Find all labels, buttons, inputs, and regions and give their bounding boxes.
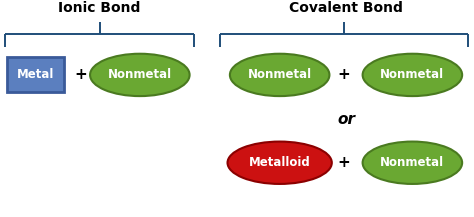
FancyBboxPatch shape — [7, 57, 64, 92]
Text: +: + — [74, 67, 87, 82]
Ellipse shape — [228, 141, 332, 184]
Text: or: or — [337, 112, 355, 127]
Text: Ionic Bond: Ionic Bond — [58, 1, 141, 15]
Ellipse shape — [90, 54, 190, 96]
Text: Nonmetal: Nonmetal — [247, 68, 312, 81]
Text: Metalloid: Metalloid — [249, 156, 310, 169]
Text: Metal: Metal — [17, 68, 54, 81]
Ellipse shape — [230, 54, 329, 96]
Text: +: + — [337, 67, 350, 82]
Text: +: + — [337, 155, 350, 170]
Text: Nonmetal: Nonmetal — [380, 156, 445, 169]
Ellipse shape — [363, 141, 462, 184]
Ellipse shape — [363, 54, 462, 96]
Text: Nonmetal: Nonmetal — [108, 68, 172, 81]
Text: Nonmetal: Nonmetal — [380, 68, 445, 81]
Text: Covalent Bond: Covalent Bond — [289, 1, 403, 15]
